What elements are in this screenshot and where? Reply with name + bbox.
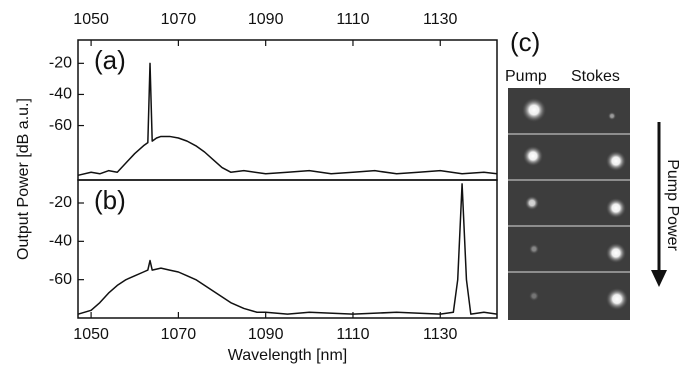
x-tick-label: 1090 (248, 11, 284, 28)
beam-spots (522, 98, 628, 310)
column-label: Pump (505, 68, 547, 85)
y-tick-label: -20 (49, 194, 72, 211)
y-tick-label: -40 (49, 86, 72, 103)
x-tick-label: 1130 (423, 326, 458, 343)
x-tick-label: 1110 (336, 326, 369, 343)
column-label: Stokes (571, 68, 620, 85)
y-tick-label: -20 (49, 55, 72, 72)
spectrum-line (77, 183, 498, 315)
arrow-label: Pump Power (664, 159, 681, 251)
plot-frame (77, 39, 498, 181)
x-tick-label: 1110 (336, 11, 369, 28)
x-tick-label: 1090 (248, 326, 284, 343)
spectrum-line (77, 62, 498, 177)
panel-label: (c) (510, 27, 540, 57)
arrow-head (651, 270, 667, 287)
plot-frame (77, 179, 498, 319)
x-tick-label: 1070 (161, 11, 197, 28)
y-tick-label: -60 (49, 117, 72, 134)
panel-c: (c) Pump Stokes Pump Power (505, 27, 681, 320)
y-tick-label: -40 (49, 233, 72, 250)
x-tick-label: 1050 (73, 11, 109, 28)
frame-separators (508, 133, 630, 273)
y-axis-label: Output Power [dB a.u.] (15, 98, 32, 260)
x-tick-label: 1050 (73, 326, 109, 343)
panel-label: (b) (94, 185, 126, 215)
panel-label: (a) (94, 45, 126, 75)
x-tick-label: 1070 (161, 326, 197, 343)
y-tick-label: -60 (49, 271, 72, 288)
x-tick-label: 1130 (423, 11, 458, 28)
x-axis-label: Wavelength [nm] (228, 347, 347, 364)
